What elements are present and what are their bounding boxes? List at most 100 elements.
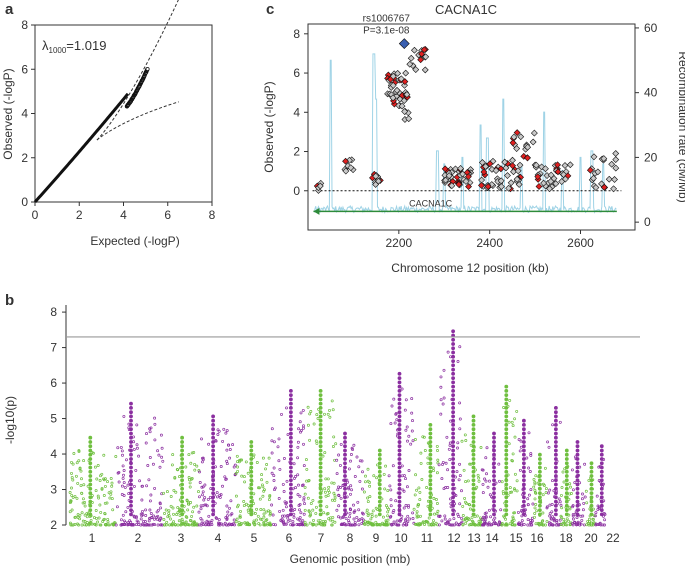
manhattan-peak-point <box>397 503 402 508</box>
manhattan-point <box>270 427 274 431</box>
manhattan-point <box>437 514 441 518</box>
manhattan-point <box>303 502 306 506</box>
manhattan-point <box>353 520 357 524</box>
manhattan-point <box>236 465 240 469</box>
manhattan-point <box>272 466 276 470</box>
manhattan-peak-point <box>451 469 456 474</box>
manhattan-point <box>296 440 300 444</box>
manhattan-point <box>270 503 274 507</box>
manhattan-peak-point <box>522 422 526 427</box>
manhattan-point <box>440 477 444 481</box>
snp-point <box>590 174 597 182</box>
manhattan-point <box>592 517 595 521</box>
manhattan-peak-point <box>129 495 133 500</box>
manhattan-point <box>77 459 81 463</box>
manhattan-point <box>306 496 310 500</box>
manhattan-peak-point <box>428 474 433 478</box>
manhattan-point <box>159 506 163 510</box>
manhattan-point <box>82 483 86 487</box>
manhattan-point <box>386 514 390 518</box>
manhattan-peak-point <box>428 440 433 444</box>
manhattan-point <box>601 523 605 527</box>
manhattan-point <box>131 523 135 527</box>
manhattan-point <box>328 415 332 419</box>
manhattan-point <box>458 474 462 478</box>
manhattan-point <box>339 486 342 489</box>
manhattan-point <box>417 486 421 490</box>
manhattan-peak-point <box>88 461 93 466</box>
manhattan-peak-point <box>599 474 604 478</box>
manhattan-point <box>431 466 435 470</box>
manhattan-point <box>145 523 149 527</box>
manhattan-peak-point <box>564 482 569 487</box>
manhattan-peak-point <box>492 457 496 461</box>
manhattan-peak-point <box>589 465 594 470</box>
manhattan-peak-point <box>522 418 526 423</box>
manhattan-point <box>134 523 138 527</box>
manhattan-peak-point <box>471 474 476 478</box>
manhattan-peak-point <box>589 469 594 474</box>
manhattan-point <box>456 512 460 516</box>
manhattan-peak-point <box>451 422 456 427</box>
snp-point <box>400 97 408 105</box>
manhattan-point <box>252 453 256 457</box>
manhattan-point <box>174 490 178 494</box>
manhattan-peak-point <box>554 452 558 457</box>
manhattan-point <box>458 427 462 431</box>
manhattan-point <box>325 505 329 509</box>
manhattan-point <box>303 492 307 496</box>
manhattan-point <box>235 454 239 458</box>
manhattan-peak-point <box>599 503 604 508</box>
manhattan-point <box>511 522 515 526</box>
manhattan-peak-point <box>129 427 133 432</box>
snp-point-high-ld <box>455 181 463 188</box>
qq-y-tick-label: 4 <box>21 107 28 121</box>
manhattan-peak-point <box>343 478 347 483</box>
manhattan-point <box>584 489 588 493</box>
manhattan-point <box>432 523 436 527</box>
manhattan-point <box>470 515 474 519</box>
manhattan-point <box>141 520 145 524</box>
manhattan-point <box>125 458 128 462</box>
manhattan-point <box>483 519 487 523</box>
manhattan-peak-point <box>554 427 558 432</box>
manhattan-peak-point <box>451 427 456 432</box>
manhattan-point <box>492 518 496 522</box>
manhattan-point <box>198 481 202 484</box>
manhattan-peak-point <box>589 512 594 517</box>
manhattan-point <box>165 520 169 524</box>
manhattan-point <box>227 443 231 447</box>
manhattan-peak-point <box>129 461 133 466</box>
manhattan-point <box>415 488 419 492</box>
manhattan-point <box>474 468 477 472</box>
manhattan-point <box>348 523 352 527</box>
manhattan-point <box>77 450 81 453</box>
manhattan-peak-point <box>88 444 93 449</box>
manhattan-point <box>267 498 271 502</box>
manhattan-point <box>571 517 575 521</box>
manhattan-point <box>529 452 533 456</box>
manhattan-peak-point <box>288 427 293 432</box>
manhattan-point <box>527 431 531 435</box>
top-snp-name: rs1006767 <box>363 14 411 25</box>
manhattan-peak-point <box>318 465 323 470</box>
manhattan-peak-point <box>88 491 93 496</box>
manhattan-peak-point <box>249 478 254 483</box>
manhattan-point <box>432 469 435 473</box>
manhattan-peak-point <box>129 508 133 513</box>
manhattan-point <box>405 485 409 489</box>
manhattan-point <box>445 522 448 526</box>
manhattan-point <box>214 439 218 443</box>
manhattan-point <box>170 523 174 527</box>
manhattan-point <box>121 453 124 457</box>
manhattan-point <box>283 500 287 504</box>
manhattan-point <box>392 397 396 401</box>
manhattan-point <box>481 482 485 486</box>
manhattan-peak-point <box>564 465 569 470</box>
manhattan-point <box>346 486 350 490</box>
manhattan-peak-point <box>451 371 456 376</box>
manhattan-point <box>450 523 453 527</box>
manhattan-point <box>190 451 194 455</box>
snp-point <box>605 175 613 183</box>
manhattan-point <box>128 519 132 523</box>
